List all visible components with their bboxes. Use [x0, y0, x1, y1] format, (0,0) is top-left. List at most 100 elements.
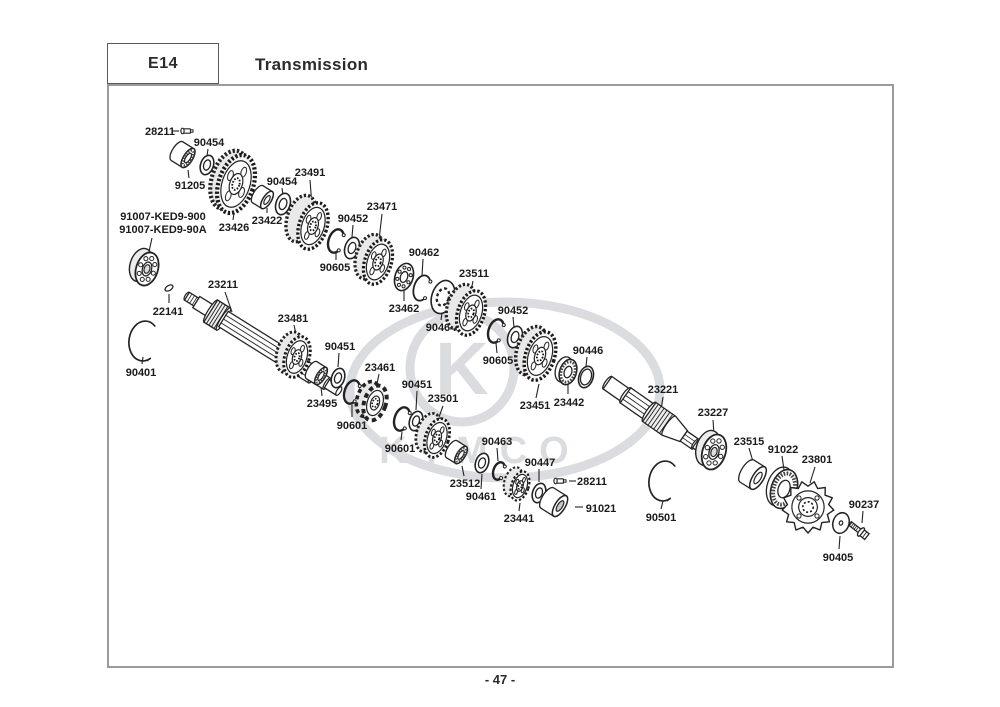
- part-glyph-23426: [208, 148, 258, 216]
- leader-line: [518, 502, 521, 512]
- part-label: 23461: [365, 362, 396, 374]
- part-23441: 23441: [502, 466, 534, 525]
- part-90454: 90454: [267, 176, 298, 216]
- leader-line: [421, 258, 424, 277]
- part-label: 91022: [768, 444, 799, 456]
- leader-line: [496, 447, 499, 462]
- part-90605: 90605: [483, 318, 514, 367]
- leader-line: [809, 466, 816, 484]
- part-23512: 23512: [444, 439, 481, 490]
- part-glyph-23481: [274, 330, 312, 379]
- part-90605: 90605: [320, 228, 350, 274]
- part-22141: 22141: [153, 284, 183, 318]
- part-glyph-23441: [502, 466, 531, 502]
- part-91021: 91021: [538, 486, 616, 518]
- part-label: 91007-KED9-900: [120, 211, 206, 223]
- part-23491: 23491: [284, 167, 330, 251]
- part-label: 90605: [483, 355, 514, 367]
- part-90461: 90461: [466, 452, 497, 503]
- part-glyph-90461: [474, 452, 490, 474]
- part-label: 23451: [520, 400, 551, 412]
- leader-line: [438, 405, 444, 418]
- part-glyph-90601: [342, 379, 362, 405]
- part-glyph-23451: [513, 324, 558, 382]
- part-label: 90452: [338, 213, 369, 225]
- part-label-line2: 91007-KED9-90A: [119, 224, 206, 236]
- leader-line: [512, 316, 515, 328]
- part-label: 90454: [194, 137, 225, 149]
- section-code-box: E14: [107, 43, 219, 84]
- part-23481: 23481: [274, 313, 312, 379]
- part-glyph-91021: [538, 486, 569, 518]
- part-90401: 90401: [126, 320, 156, 379]
- part-glyph-90454: [199, 154, 215, 176]
- part-glyph-23442: [554, 356, 578, 386]
- part-glyph-90405: [831, 511, 851, 535]
- kymco-watermark-text: KYMCO: [379, 430, 580, 472]
- leader-line: [337, 352, 340, 368]
- part-23422: 23422: [250, 184, 282, 227]
- part-23461: 23461: [354, 362, 396, 423]
- part-glyph-91007-KED9-900: [128, 247, 160, 287]
- part-glyph-23515: [738, 459, 768, 491]
- leader-line: [461, 465, 465, 477]
- part-glyph-23422: [250, 184, 275, 210]
- part-label: 23227: [698, 407, 729, 419]
- part-90463: 90463: [482, 436, 512, 481]
- leader-line: [838, 535, 841, 550]
- part-90451: 90451: [402, 379, 432, 432]
- part-glyph-23801: [781, 481, 835, 534]
- part-label: 23471: [367, 201, 398, 213]
- part-glyph-23211: [183, 291, 343, 397]
- part-23442: 23442: [554, 356, 584, 409]
- leader-line: [495, 342, 498, 354]
- part-label: 90447: [525, 457, 556, 469]
- part-23426: 23426: [208, 148, 258, 234]
- part-label: 90462: [409, 247, 440, 259]
- part-23211: 23211: [183, 279, 343, 397]
- part-23515: 23515: [734, 436, 768, 491]
- part-label: 28211: [577, 476, 607, 488]
- part-glyph-90463: [491, 461, 507, 481]
- part-glyph-28211: [180, 127, 194, 135]
- part-label: 23511: [459, 268, 489, 280]
- part-glyph-23461: [354, 379, 389, 423]
- leader-line: [187, 169, 190, 179]
- page-number: - 47 -: [484, 672, 516, 687]
- leader-line: [320, 386, 323, 397]
- part-label: 23501: [428, 393, 459, 405]
- part-glyph-90237: [847, 520, 871, 541]
- part-label: 90446: [573, 345, 604, 357]
- part-label: 23221: [648, 384, 679, 396]
- part-label: 90501: [646, 512, 677, 524]
- part-23227: 23227: [695, 407, 729, 471]
- part-glyph-90605: [486, 318, 506, 344]
- part-label: 23481: [278, 313, 309, 325]
- part-label: 90461: [466, 491, 497, 503]
- part-label: 23512: [450, 478, 481, 490]
- leader-line: [400, 431, 403, 441]
- part-label: 23462: [389, 303, 420, 315]
- part-23511: 23511: [444, 268, 489, 337]
- part-glyph-28211: [553, 477, 567, 485]
- part-glyph-23501: [414, 411, 452, 459]
- part-23495: 23495: [304, 360, 337, 410]
- part-label: 90237: [849, 499, 880, 511]
- part-glyph-90501: [648, 460, 676, 502]
- part-glyph-90454: [274, 192, 292, 216]
- part-91205: 91205: [169, 140, 205, 192]
- part-glyph-91205: [169, 140, 196, 169]
- part-glyph-90451: [330, 367, 346, 389]
- part-28211: 28211: [145, 126, 194, 138]
- part-label: 23801: [802, 454, 833, 466]
- section-code: E14: [148, 54, 178, 72]
- part-90237: 90237: [847, 499, 879, 541]
- part-glyph-23227: [695, 429, 728, 471]
- leader-line: [535, 383, 540, 399]
- leader-line: [378, 213, 383, 241]
- part-label: 90405: [823, 552, 854, 564]
- part-glyph-23491: [284, 193, 330, 251]
- part-23451: 23451: [513, 324, 558, 412]
- part-glyph-90462: [412, 274, 433, 302]
